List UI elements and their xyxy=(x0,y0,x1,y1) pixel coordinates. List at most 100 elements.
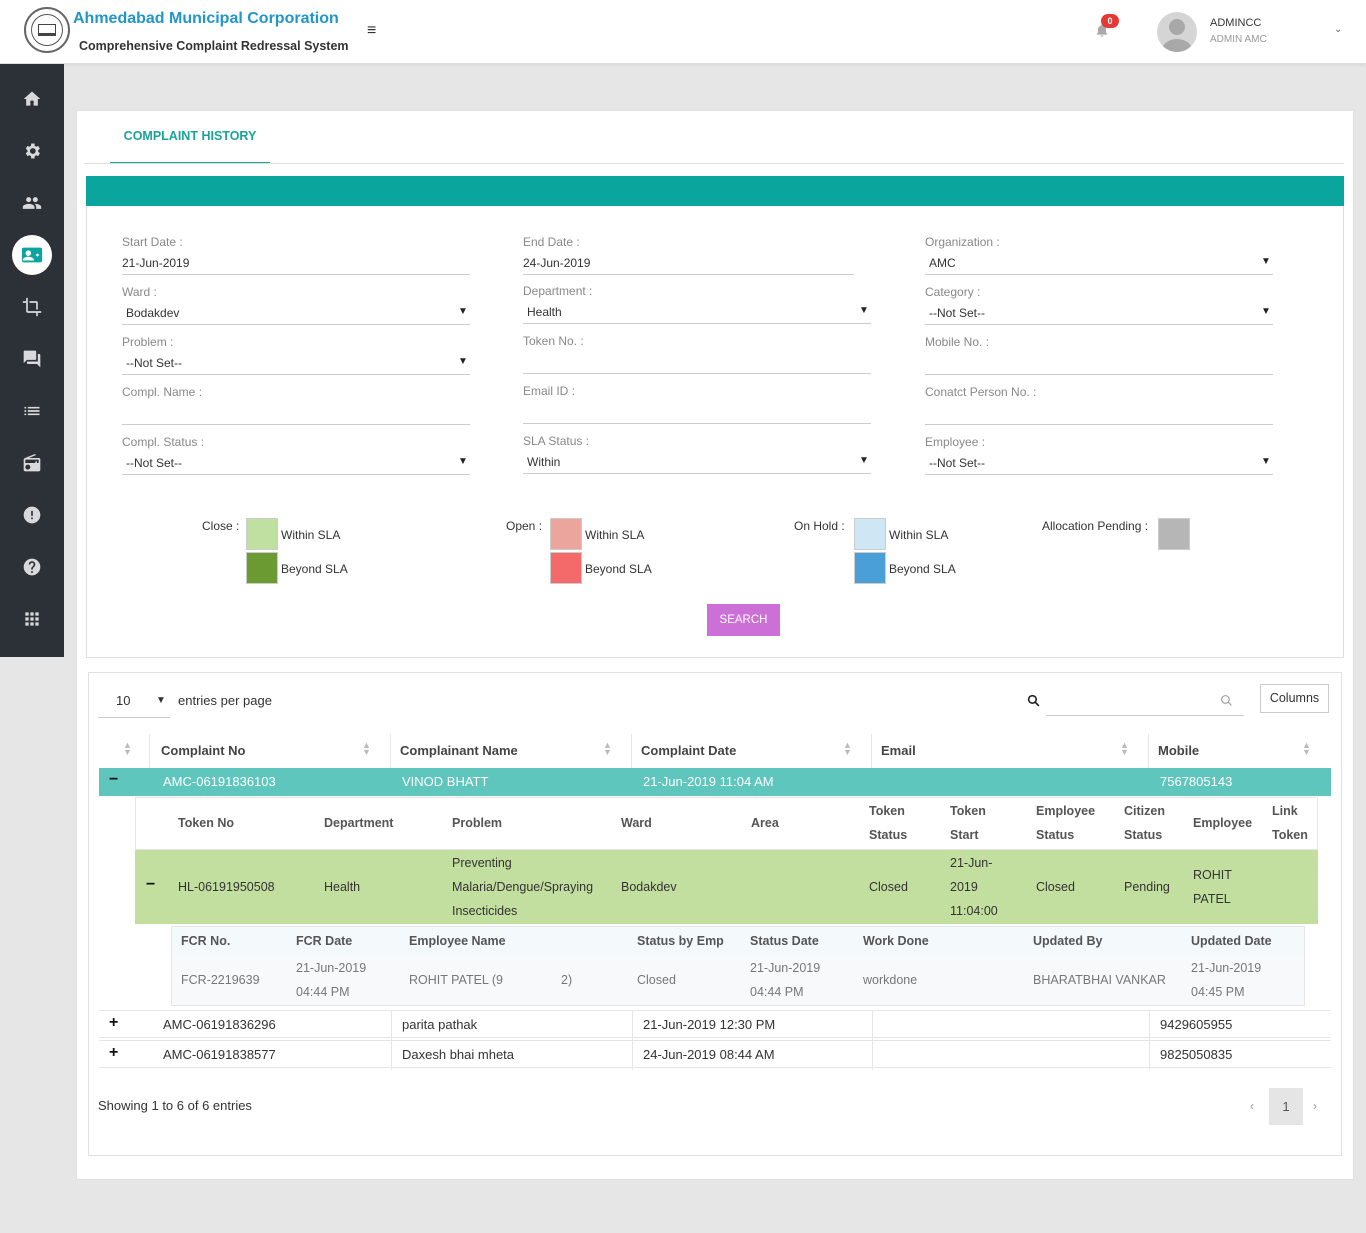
table-row[interactable] xyxy=(99,1010,1331,1038)
pagination-page-1[interactable]: 1 xyxy=(1269,1088,1303,1125)
complaint-card-icon[interactable] xyxy=(12,235,52,275)
user-name[interactable]: ADMINCC xyxy=(1210,17,1262,29)
collapse-token-icon[interactable]: − xyxy=(146,876,156,893)
compl-status-underline xyxy=(122,474,470,475)
ward-select[interactable]: Bodakdev xyxy=(126,306,180,320)
token-col-token-no: Token No xyxy=(178,816,235,830)
menu-toggle-icon[interactable]: ≡ xyxy=(367,22,377,39)
entries-caret-icon[interactable]: ▼ xyxy=(156,695,166,706)
token-row[interactable] xyxy=(135,850,1318,924)
tab-complaint-history[interactable]: COMPLAINT HISTORY xyxy=(110,112,270,164)
token-table-header xyxy=(135,797,1318,850)
chevron-down-icon[interactable]: ⌄ xyxy=(1334,24,1343,35)
token-col-employee-status-1: Employee xyxy=(1036,804,1096,818)
collapse-row-icon[interactable]: − xyxy=(109,771,119,788)
employee-caret-icon[interactable]: ▼ xyxy=(1261,456,1271,467)
user-role: ADMIN AMC xyxy=(1210,34,1267,45)
sort-icon[interactable]: ▲ ▼ xyxy=(843,740,852,757)
fcr-work-done-cell: workdone xyxy=(863,973,918,987)
contact-person-underline xyxy=(925,424,1273,425)
sort-icon[interactable]: ▲ ▼ xyxy=(1302,740,1311,757)
complaint-no-cell[interactable]: AMC-06191838577 xyxy=(163,1047,276,1062)
token-no-cell[interactable]: HL-06191950508 xyxy=(178,880,275,894)
complaint-no-cell[interactable]: AMC-06191836296 xyxy=(163,1017,276,1032)
mobile-no-underline xyxy=(925,374,1273,375)
col-header-complainant-name[interactable]: Complainant Name xyxy=(400,743,518,758)
token-col-department: Department xyxy=(324,816,394,830)
alert-icon[interactable] xyxy=(12,495,52,535)
user-avatar[interactable] xyxy=(1157,12,1197,52)
sla-status-caret-icon[interactable]: ▼ xyxy=(859,455,869,466)
table-row-expanded[interactable] xyxy=(99,768,1331,796)
expand-row-icon[interactable]: + xyxy=(109,1014,119,1031)
employee-label: Employee : xyxy=(925,435,986,449)
sort-icon[interactable]: ▲ ▼ xyxy=(123,740,132,757)
organization-select[interactable]: AMC xyxy=(929,256,956,270)
token-problem-line-1: Preventing xyxy=(452,856,512,870)
start-date-underline xyxy=(122,274,470,275)
crop-icon[interactable] xyxy=(12,287,52,327)
mobile-no-input[interactable] xyxy=(925,356,1273,374)
compl-status-caret-icon[interactable]: ▼ xyxy=(458,456,468,467)
radio-icon[interactable] xyxy=(12,443,52,483)
fcr-col-updated-date: Updated Date xyxy=(1191,934,1272,948)
pagination-prev[interactable]: ‹ xyxy=(1250,1099,1254,1113)
entries-per-page-value[interactable]: 10 xyxy=(116,693,131,708)
ward-caret-icon[interactable]: ▼ xyxy=(458,306,468,317)
problem-caret-icon[interactable]: ▼ xyxy=(458,356,468,367)
table-row[interactable] xyxy=(99,1040,1331,1068)
fcr-col-status-by-emp: Status by Emp xyxy=(637,934,724,948)
amc-logo xyxy=(24,7,70,53)
token-no-input[interactable] xyxy=(523,355,871,373)
list-icon[interactable] xyxy=(12,391,52,431)
token-status-cell: Closed xyxy=(869,880,908,894)
entries-per-page-select[interactable] xyxy=(98,688,170,718)
end-date-input[interactable]: 24-Jun-2019 xyxy=(523,256,591,270)
search-button[interactable]: SEARCH xyxy=(707,604,780,636)
col-header-email[interactable]: Email xyxy=(881,743,916,758)
compl-status-select[interactable]: --Not Set-- xyxy=(126,456,183,470)
category-select[interactable]: --Not Set-- xyxy=(929,306,986,320)
token-citizen-status-cell: Pending xyxy=(1124,880,1170,894)
users-icon[interactable] xyxy=(12,183,52,223)
email-id-input[interactable] xyxy=(523,405,871,423)
help-icon[interactable] xyxy=(12,547,52,587)
legend-on-hold-within-label: Within SLA xyxy=(889,528,949,542)
legend-on-hold-within-swatch xyxy=(854,518,886,550)
fcr-updated-date-line-1: 21-Jun-2019 xyxy=(1191,961,1262,975)
expand-row-icon[interactable]: + xyxy=(109,1044,119,1061)
problem-select[interactable]: --Not Set-- xyxy=(126,356,183,370)
employee-select[interactable]: --Not Set-- xyxy=(929,456,986,470)
col-header-complaint-date[interactable]: Complaint Date xyxy=(641,743,737,758)
contact-person-input[interactable] xyxy=(925,406,1273,424)
complaint-no-cell[interactable]: AMC-06191836103 xyxy=(163,774,276,789)
category-label: Category : xyxy=(925,285,981,299)
end-date-underline xyxy=(523,274,854,275)
col-header-complaint-no[interactable]: Complaint No xyxy=(161,743,246,758)
sla-status-select[interactable]: Within xyxy=(527,455,561,469)
sort-icon[interactable]: ▲ ▼ xyxy=(603,740,612,757)
pagination-next[interactable]: › xyxy=(1313,1099,1317,1113)
organization-caret-icon[interactable]: ▼ xyxy=(1261,256,1271,267)
system-title: Comprehensive Complaint Redressal System xyxy=(79,39,349,53)
sort-icon[interactable]: ▲ ▼ xyxy=(1120,740,1129,757)
col-header-mobile[interactable]: Mobile xyxy=(1158,743,1200,758)
email-id-label: Email ID : xyxy=(523,384,576,398)
chat-icon[interactable] xyxy=(12,339,52,379)
token-ward-cell: Bodakdev xyxy=(621,880,677,894)
apps-icon[interactable] xyxy=(12,599,52,639)
sort-icon[interactable]: ▲ ▼ xyxy=(362,740,371,757)
columns-button[interactable]: Columns xyxy=(1260,684,1329,713)
compl-name-input[interactable] xyxy=(122,406,470,424)
organization-label: Organization : xyxy=(925,235,1000,249)
table-search-input[interactable] xyxy=(1046,686,1244,716)
settings-icon[interactable] xyxy=(12,131,52,171)
fcr-col-status-date: Status Date xyxy=(750,934,819,948)
home-icon[interactable] xyxy=(12,79,52,119)
start-date-input[interactable]: 21-Jun-2019 xyxy=(122,256,190,270)
department-underline xyxy=(523,323,871,324)
category-caret-icon[interactable]: ▼ xyxy=(1261,306,1271,317)
department-select[interactable]: Health xyxy=(527,305,562,319)
token-col-token-status-1: Token xyxy=(869,804,905,818)
department-caret-icon[interactable]: ▼ xyxy=(859,305,869,316)
